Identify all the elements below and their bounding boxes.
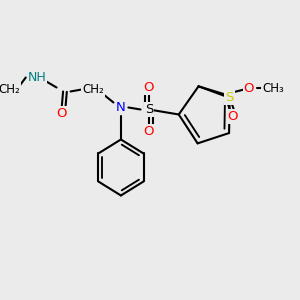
Text: O: O <box>144 81 154 94</box>
Text: S: S <box>145 103 153 116</box>
Text: N: N <box>116 101 126 114</box>
Text: CH₂: CH₂ <box>0 83 20 96</box>
Text: O: O <box>56 107 67 120</box>
Text: CH₂: CH₂ <box>82 83 104 96</box>
Text: O: O <box>244 82 254 95</box>
Text: NH: NH <box>28 71 46 84</box>
Text: CH₃: CH₃ <box>262 82 284 95</box>
Text: S: S <box>226 91 234 104</box>
Text: O: O <box>227 110 237 123</box>
Text: O: O <box>144 125 154 138</box>
